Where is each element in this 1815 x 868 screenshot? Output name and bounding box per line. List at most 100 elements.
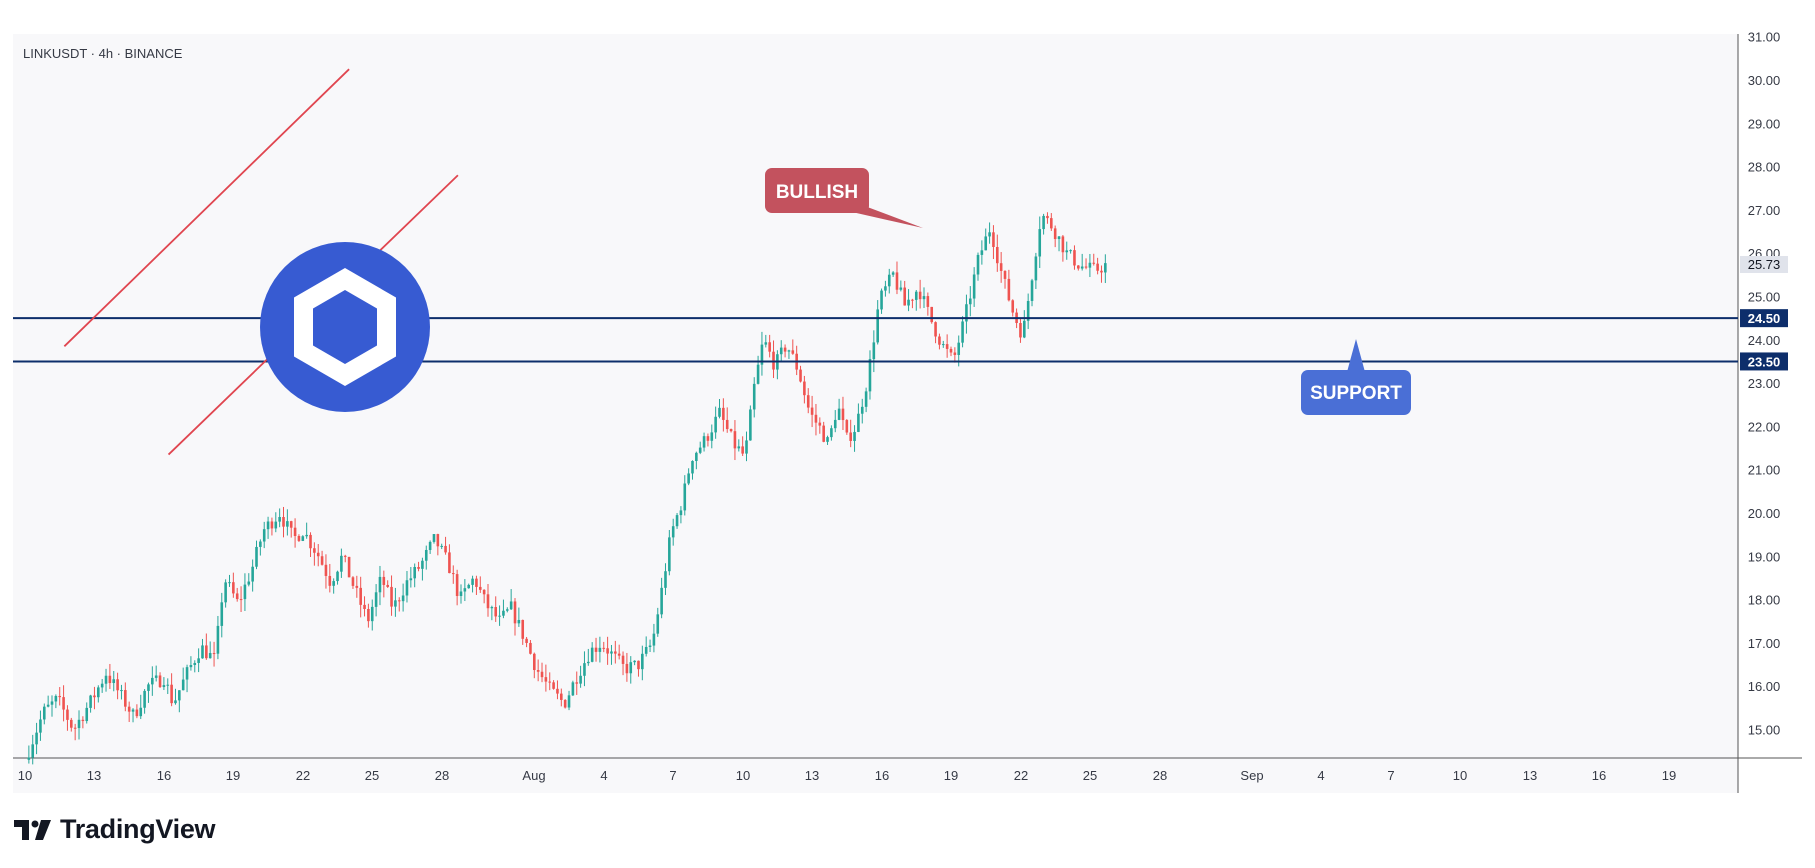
candle-body [868, 359, 872, 392]
candle-body [448, 552, 451, 574]
candle-body [922, 296, 926, 300]
candle [181, 667, 185, 691]
candle-body [459, 591, 463, 596]
candle-body [355, 585, 359, 588]
candle-body [166, 684, 170, 686]
candle-body [463, 588, 467, 592]
candle-body [972, 274, 976, 299]
candle-body [417, 566, 420, 569]
candle [968, 286, 972, 317]
candle-body [421, 560, 424, 569]
candle-body [610, 651, 613, 654]
x-tick-label: 4 [600, 768, 607, 783]
candle-body [147, 684, 150, 691]
candle-body [1088, 262, 1092, 268]
candle-body [583, 663, 586, 676]
candle-body [702, 436, 706, 448]
candle [482, 589, 486, 604]
candle-body [783, 347, 787, 352]
candle [999, 252, 1003, 283]
candle-body [741, 446, 744, 454]
candle-body [1019, 323, 1022, 338]
candle-body [382, 576, 386, 585]
candle [876, 300, 879, 345]
candle [521, 619, 525, 645]
bullish-callout[interactable]: BULLISH [765, 168, 923, 228]
y-tick-label: 15.00 [1748, 723, 1781, 738]
candle [961, 316, 964, 348]
candle-body [455, 574, 459, 596]
candle-body [590, 647, 594, 662]
channel-upper-line[interactable] [63, 68, 350, 347]
candle [336, 570, 339, 585]
candle-body [54, 695, 58, 702]
x-tick-label: 13 [805, 768, 819, 783]
candle [745, 431, 748, 462]
tradingview-watermark[interactable]: TradingView [14, 814, 216, 845]
candle [749, 405, 752, 441]
candle-body [309, 534, 312, 549]
candle [1057, 236, 1061, 252]
candle [791, 339, 795, 355]
candle-body [77, 719, 81, 729]
candle-body [513, 601, 517, 624]
candle [525, 636, 528, 648]
support-callout[interactable]: SUPPORT [1301, 339, 1411, 415]
candle-body [841, 408, 845, 421]
candle-body [818, 422, 822, 426]
y-tick-labels: 15.00 16.00 17.00 18.00 19.00 20.00 21.00 22.00… [1748, 30, 1781, 738]
x-tick-label: 16 [1592, 768, 1606, 783]
candle [814, 403, 818, 436]
candle-body [656, 614, 660, 634]
candle [100, 678, 104, 693]
candle [208, 641, 212, 659]
candle-body [451, 573, 455, 575]
candle-body [617, 653, 621, 656]
candle-body [1069, 250, 1072, 252]
candle [509, 589, 513, 610]
candle-body [367, 608, 370, 622]
x-tick-label: 4 [1317, 768, 1324, 783]
candle [127, 701, 131, 722]
candle [779, 340, 783, 363]
candle [996, 234, 999, 272]
candle-body [934, 322, 937, 337]
candle-body [864, 391, 868, 407]
candle-body [691, 460, 694, 474]
candle-body [197, 658, 200, 663]
candle [301, 535, 305, 542]
candle-body [104, 675, 108, 684]
candle [803, 375, 806, 404]
candle-body [440, 545, 443, 547]
candle [189, 656, 193, 671]
candle-body [93, 695, 96, 698]
candle-body [70, 719, 73, 728]
candle-body [247, 581, 251, 585]
candle [513, 598, 517, 636]
candle [390, 575, 393, 616]
candle-body [733, 431, 737, 449]
candle-body [533, 653, 536, 671]
candle [949, 346, 953, 357]
candle-body [1038, 229, 1042, 257]
candle [417, 561, 420, 572]
candle [185, 664, 189, 693]
chart-plot-area[interactable] [13, 34, 1738, 758]
candle [633, 660, 636, 666]
candle [158, 672, 162, 689]
candle-body [714, 416, 717, 433]
candle-body [799, 369, 802, 382]
x-tick-label: 22 [296, 768, 310, 783]
candle [918, 279, 922, 309]
candle [1050, 213, 1053, 231]
candle-body [768, 342, 771, 352]
price-axis-area[interactable] [1738, 34, 1802, 793]
candle [988, 222, 991, 244]
time-axis-area[interactable] [13, 758, 1738, 793]
candle-body [386, 584, 389, 587]
candle [830, 425, 833, 441]
candle [139, 694, 143, 720]
candle-body [259, 541, 262, 547]
candle [35, 722, 38, 755]
